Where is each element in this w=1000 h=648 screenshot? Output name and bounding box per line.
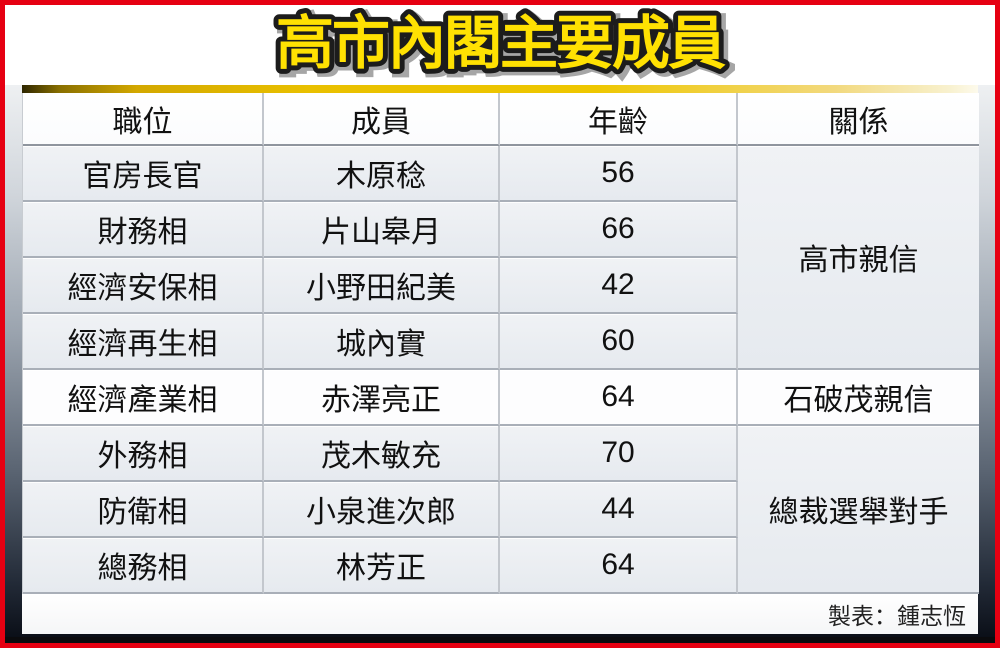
bottom-black-bar: [5, 637, 995, 643]
cell-age: 42: [500, 258, 738, 314]
column-header-relation: 關係: [738, 93, 979, 146]
cell-relation-takaichi-allies: 高市親信: [738, 146, 979, 370]
content-area: 職位 成員 年齡 關係 官房長官 木原稔 56 高市親信 財務相 片山皋月 66…: [5, 85, 995, 637]
credit-strip: 製表：鍾志恆: [22, 594, 978, 634]
column-header-member: 成員: [264, 93, 500, 146]
cell-relation-ishiba-ally: 石破茂親信: [738, 370, 979, 426]
cell-age: 60: [500, 314, 738, 370]
credit-text: 製表：鍾志恆: [828, 603, 966, 629]
cell-position: 財務相: [23, 202, 264, 258]
column-header-position: 職位: [23, 93, 264, 146]
column-header-age: 年齡: [500, 93, 738, 146]
cell-member: 木原稔: [264, 146, 500, 202]
cell-position: 經濟產業相: [23, 370, 264, 426]
cell-age: 64: [500, 370, 738, 426]
page-title: 高市內閣主要成員: [276, 11, 726, 76]
cell-age: 70: [500, 426, 738, 482]
page-title-shadow: 高市內閣主要成員: [280, 14, 730, 79]
cell-position: 防衛相: [23, 482, 264, 538]
cell-age: 56: [500, 146, 738, 202]
cell-age: 44: [500, 482, 738, 538]
cell-member: 赤澤亮正: [264, 370, 500, 426]
cell-member: 城內實: [264, 314, 500, 370]
gold-divider-bar: [22, 85, 978, 93]
page-title-graphic: 高市內閣主要成員 高市內閣主要成員: [271, 8, 735, 82]
cell-relation-leadership-rivals: 總裁選舉對手: [738, 426, 979, 594]
cell-member: 小野田紀美: [264, 258, 500, 314]
cell-member: 片山皋月: [264, 202, 500, 258]
cell-age: 66: [500, 202, 738, 258]
cell-age: 64: [500, 538, 738, 594]
cell-position: 總務相: [23, 538, 264, 594]
cabinet-table: 職位 成員 年齡 關係 官房長官 木原稔 56 高市親信 財務相 片山皋月 66…: [22, 93, 979, 594]
title-band: 高市內閣主要成員 高市內閣主要成員: [5, 5, 995, 85]
cell-position: 經濟安保相: [23, 258, 264, 314]
cell-member: 茂木敏充: [264, 426, 500, 482]
cell-member: 林芳正: [264, 538, 500, 594]
cell-member: 小泉進次郎: [264, 482, 500, 538]
cell-position: 經濟再生相: [23, 314, 264, 370]
cell-position: 外務相: [23, 426, 264, 482]
cell-position: 官房長官: [23, 146, 264, 202]
